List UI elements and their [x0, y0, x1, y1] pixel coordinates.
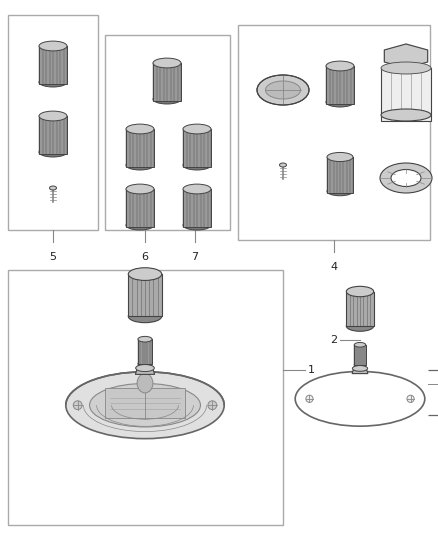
Text: 6: 6 — [141, 252, 148, 262]
Ellipse shape — [66, 372, 224, 439]
Bar — [354, 345, 366, 365]
Ellipse shape — [407, 395, 414, 402]
Bar — [39, 46, 67, 84]
Ellipse shape — [39, 41, 67, 51]
Ellipse shape — [279, 163, 286, 167]
Polygon shape — [352, 365, 368, 374]
Bar — [183, 189, 211, 227]
Ellipse shape — [49, 186, 57, 190]
Ellipse shape — [89, 383, 201, 427]
Ellipse shape — [138, 336, 152, 342]
Bar — [346, 292, 374, 326]
Bar — [128, 274, 162, 316]
Bar — [126, 189, 154, 227]
Bar — [126, 129, 154, 167]
Ellipse shape — [126, 124, 154, 134]
Ellipse shape — [137, 374, 153, 393]
Ellipse shape — [153, 58, 181, 68]
Ellipse shape — [128, 268, 162, 280]
Ellipse shape — [326, 61, 354, 71]
Ellipse shape — [153, 94, 181, 104]
Text: 2: 2 — [330, 335, 337, 345]
Ellipse shape — [380, 163, 432, 193]
Bar — [8, 270, 283, 525]
Ellipse shape — [346, 321, 374, 332]
Ellipse shape — [183, 124, 211, 134]
Ellipse shape — [126, 160, 154, 170]
Ellipse shape — [265, 81, 300, 99]
Ellipse shape — [306, 395, 313, 402]
Bar — [153, 63, 181, 101]
Text: 5: 5 — [49, 252, 57, 262]
Ellipse shape — [352, 366, 367, 372]
Polygon shape — [135, 364, 155, 374]
Ellipse shape — [381, 109, 431, 121]
Ellipse shape — [295, 372, 425, 426]
Ellipse shape — [183, 184, 211, 194]
Bar — [326, 66, 354, 104]
Text: 7: 7 — [191, 252, 198, 262]
Ellipse shape — [39, 111, 67, 121]
Ellipse shape — [39, 147, 67, 157]
Ellipse shape — [136, 365, 154, 372]
Bar — [381, 68, 431, 121]
Ellipse shape — [327, 187, 353, 196]
Bar — [238, 25, 430, 240]
Ellipse shape — [391, 169, 421, 187]
Ellipse shape — [183, 160, 211, 170]
Bar — [138, 339, 152, 364]
Ellipse shape — [354, 343, 366, 347]
Bar — [106, 387, 184, 418]
Text: 1: 1 — [308, 365, 315, 375]
Polygon shape — [385, 44, 427, 68]
Bar — [327, 157, 353, 193]
Bar — [183, 129, 211, 167]
Ellipse shape — [126, 184, 154, 194]
Ellipse shape — [257, 75, 309, 105]
Ellipse shape — [39, 77, 67, 87]
Bar — [39, 116, 67, 154]
Bar — [105, 35, 230, 230]
Ellipse shape — [73, 401, 82, 409]
Ellipse shape — [354, 362, 366, 367]
Ellipse shape — [326, 97, 354, 107]
Ellipse shape — [128, 310, 162, 322]
Text: 4: 4 — [330, 262, 338, 272]
Bar — [8, 15, 98, 230]
Ellipse shape — [346, 286, 374, 297]
Ellipse shape — [138, 361, 152, 367]
Ellipse shape — [208, 401, 217, 409]
Ellipse shape — [126, 220, 154, 230]
Ellipse shape — [381, 62, 431, 74]
Ellipse shape — [183, 220, 211, 230]
Ellipse shape — [327, 152, 353, 161]
